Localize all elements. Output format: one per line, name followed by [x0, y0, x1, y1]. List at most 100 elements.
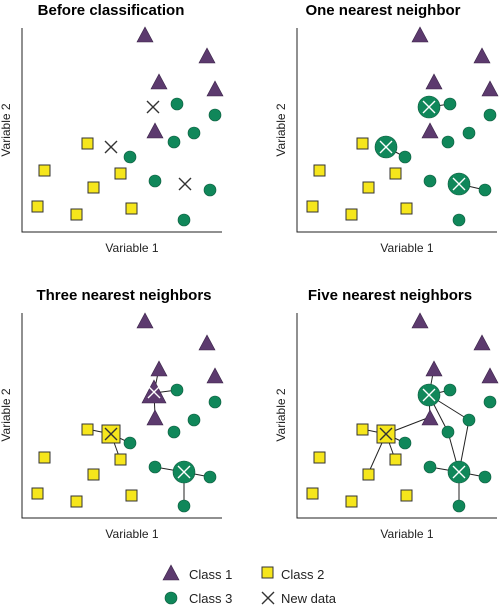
class1-point	[473, 47, 491, 64]
class2-point	[70, 208, 83, 221]
class1-point	[206, 80, 224, 97]
class3-point	[148, 460, 162, 474]
class2-point	[389, 167, 402, 180]
new-data-x-icon	[178, 177, 192, 191]
new-data-x-icon	[422, 100, 436, 114]
panel-before-classification: Before classification Variable 1 Variabl…	[0, 2, 224, 255]
new-data-x-icon	[177, 465, 191, 479]
axes	[21, 28, 222, 233]
class3-point	[452, 213, 466, 227]
class3-point	[208, 395, 222, 409]
class2-point	[313, 451, 326, 464]
class1-point	[481, 367, 499, 384]
class1-point	[136, 26, 154, 43]
class2-point	[31, 200, 44, 213]
class2-point	[400, 202, 413, 215]
class3-point	[177, 213, 191, 227]
class3-point	[483, 108, 497, 122]
class2-points	[31, 423, 138, 508]
legend: Class 1 Class 2 Class 3 New data	[162, 564, 337, 606]
class3-point	[123, 436, 137, 450]
class1-point	[136, 312, 154, 329]
class3-point	[170, 97, 184, 111]
class3-point	[187, 413, 201, 427]
class2-point	[362, 181, 375, 194]
class1-points	[411, 26, 499, 139]
new-data-x-icon	[422, 388, 436, 402]
axes	[296, 28, 497, 233]
y-axis-label: Variable 2	[0, 103, 13, 156]
class1-point	[473, 334, 491, 351]
class3-point	[443, 97, 457, 111]
legend-label: Class 3	[189, 591, 232, 606]
class2-point	[125, 489, 138, 502]
classified-new-data	[374, 95, 471, 196]
new-data-x-icon	[379, 427, 393, 441]
class1-point	[411, 312, 429, 329]
legend-item-class3: Class 3	[164, 591, 232, 606]
panel-five-nearest-neighbors: Five nearest neighbors Variable 1 Variab…	[274, 287, 499, 541]
new-data-points	[104, 100, 192, 191]
class3-point	[187, 126, 201, 140]
axes	[21, 313, 222, 519]
classified-new-data	[101, 379, 196, 484]
class2-point	[114, 167, 127, 180]
new-data-x-icon	[379, 140, 393, 154]
class1-point	[206, 367, 224, 384]
class3-point	[170, 383, 184, 397]
axes	[296, 313, 497, 519]
class2-point	[345, 495, 358, 508]
class3-points	[123, 97, 222, 227]
class2-points	[306, 137, 413, 221]
class3-points	[398, 383, 497, 513]
class3-point	[478, 183, 492, 197]
x-axis-label: Variable 1	[380, 241, 433, 255]
panel-title: Before classification	[38, 2, 185, 19]
class2-point	[38, 164, 51, 177]
class1-point	[150, 360, 168, 377]
class3-point	[483, 395, 497, 409]
class2-point	[87, 468, 100, 481]
class1-points	[411, 312, 499, 426]
class3-point	[123, 150, 137, 164]
class3-point	[203, 470, 217, 484]
x-axis-label: Variable 1	[105, 527, 158, 541]
class2-point	[362, 468, 375, 481]
class3-point	[203, 183, 217, 197]
class2-point	[70, 495, 83, 508]
classified-new-data	[376, 383, 471, 484]
class2-point	[306, 487, 319, 500]
class2-point	[87, 181, 100, 194]
class3-point	[423, 460, 437, 474]
class1-point	[198, 47, 216, 64]
class2-point	[345, 208, 358, 221]
class1-triangle-icon	[162, 564, 180, 581]
class3-point	[148, 174, 162, 188]
class3-point	[452, 499, 466, 513]
class2-point	[81, 137, 94, 150]
legend-label: Class 2	[281, 567, 324, 582]
class3-point	[478, 470, 492, 484]
panel-one-nearest-neighbor: One nearest neighbor Variable 1 Variable…	[274, 2, 499, 255]
class2-point	[125, 202, 138, 215]
class2-point	[313, 164, 326, 177]
class3-point	[167, 135, 181, 149]
class3-point	[208, 108, 222, 122]
class2-point	[400, 489, 413, 502]
class3-points	[398, 97, 497, 227]
class1-points	[136, 26, 224, 139]
class1-point	[146, 122, 164, 139]
class3-point	[177, 499, 191, 513]
new-data-x-icon	[261, 591, 275, 605]
class1-point	[425, 360, 443, 377]
new-data-x-icon	[452, 177, 466, 191]
panel-title: Three nearest neighbors	[36, 287, 211, 304]
class2-point	[356, 423, 369, 436]
panel-title: One nearest neighbor	[305, 2, 460, 19]
class3-point	[462, 126, 476, 140]
class2-points	[306, 423, 413, 508]
class2-points	[31, 137, 138, 221]
class1-point	[411, 26, 429, 43]
y-axis-label: Variable 2	[0, 388, 13, 441]
